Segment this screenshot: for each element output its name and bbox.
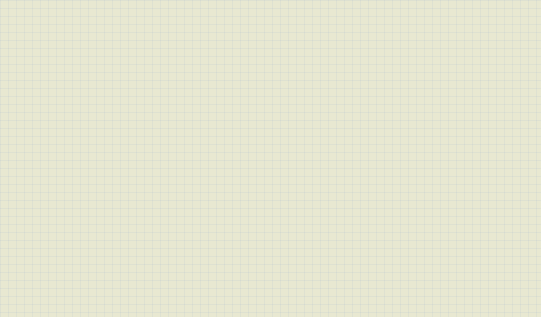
- Text: Diffusion for: Diffusion for: [221, 60, 315, 73]
- Text: 0-10: 0-10: [30, 152, 64, 165]
- Bar: [92, 143, 104, 174]
- Text: 3 Crystals: 3 Crystals: [230, 85, 305, 99]
- Text: Rate of: Rate of: [111, 31, 165, 45]
- Text: 6 Crystals: 6 Crystals: [371, 85, 446, 99]
- Text: (mm/hr): (mm/hr): [378, 112, 439, 126]
- Text: (mm/hr): (mm/hr): [237, 112, 298, 126]
- Bar: [92, 143, 197, 174]
- Text: Diffusion for: Diffusion for: [91, 60, 185, 73]
- Text: 1 Crystal: 1 Crystal: [105, 85, 171, 99]
- Text: 0-30: 0-30: [30, 232, 64, 246]
- Text: Rate of: Rate of: [381, 31, 436, 45]
- Text: Time
(min): Time (min): [30, 61, 70, 91]
- Text: Rate of: Rate of: [241, 31, 295, 45]
- Text: Rate [mm/h] = (diameter [mm] / time [min]) x 60 [min]: Rate [mm/h] = (diameter [mm] / time [min…: [65, 288, 476, 301]
- Text: (mm/hr): (mm/hr): [108, 112, 168, 126]
- Text: 0-20: 0-20: [30, 191, 64, 205]
- Text: Diffusion for: Diffusion for: [361, 60, 456, 73]
